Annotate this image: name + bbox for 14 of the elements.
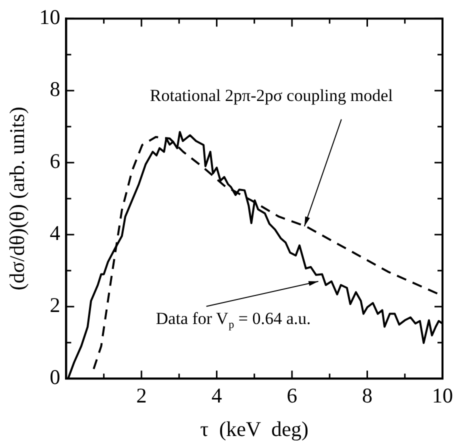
y-tick-label: 8 xyxy=(50,77,60,102)
annotation: Rotational 2pπ-2pσ coupling model xyxy=(150,86,394,105)
x-tick-label: 2 xyxy=(136,384,147,408)
y-tick-label: 10 xyxy=(39,5,60,30)
y-tick-label: 6 xyxy=(50,149,60,174)
x-tick-label: 4 xyxy=(211,384,222,408)
y-tick-label: 2 xyxy=(50,293,60,318)
x-axis-title: τ (keV deg) xyxy=(200,416,309,441)
x-tick-label: 6 xyxy=(286,384,298,408)
x-tick-label: 10 xyxy=(432,384,453,408)
y-axis-title: (dσ/dθ)(θ) (arb. units) xyxy=(5,106,30,290)
y-tick-label: 4 xyxy=(50,221,61,246)
x-tick-label: 8 xyxy=(362,384,372,408)
y-tick-label: 0 xyxy=(50,365,60,390)
